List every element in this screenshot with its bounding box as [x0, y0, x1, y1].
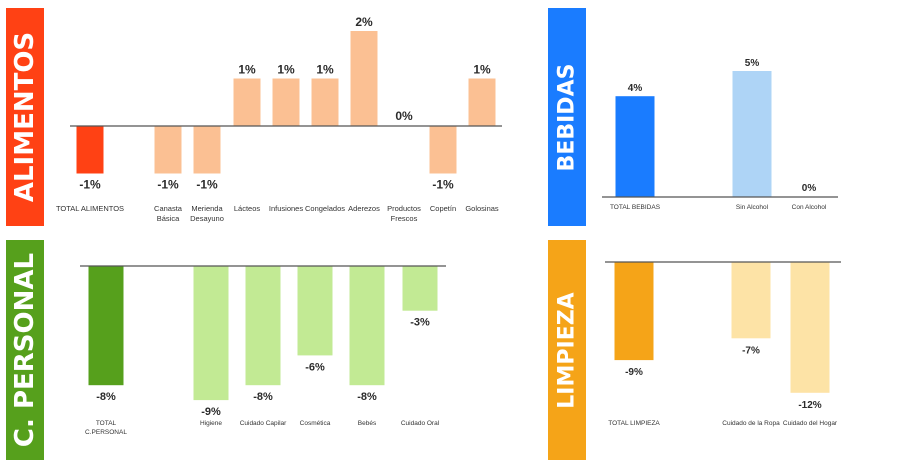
- limpieza-value-label: -12%: [798, 400, 821, 411]
- limpieza-value-label: -7%: [742, 345, 760, 356]
- personal-category-label: Cosmética: [300, 420, 331, 427]
- alimentos-bar: [311, 78, 339, 126]
- alimentos-bar: [154, 126, 182, 174]
- personal-bar: [193, 266, 229, 401]
- alimentos-title-band: ALIMENTOS: [6, 8, 44, 226]
- bebidas-bar-chart: 4% TOTAL BEBIDAS 5% Sin Alcohol 0% Con Alcoho…: [602, 58, 838, 211]
- alimentos-category-label: Congelados: [305, 204, 345, 213]
- personal-value-label: -8%: [253, 391, 273, 403]
- bebidas-value-label: 5%: [745, 58, 760, 69]
- alimentos-bar: [272, 78, 300, 126]
- alimentos-category-label: TOTAL ALIMENTOS: [56, 204, 124, 213]
- limpieza-category-label: Cuidado de la Ropa: [722, 420, 780, 427]
- personal-value-label: -9%: [201, 406, 221, 418]
- limpieza-title-band: LIMPIEZA: [548, 240, 586, 460]
- personal-category-label: Higiene: [200, 420, 222, 427]
- limpieza-value-label: -9%: [625, 367, 643, 378]
- alimentos-category-label: Productos Frescos: [387, 204, 421, 223]
- bebidas-category-label: TOTAL BEBIDAS: [610, 204, 661, 211]
- limpieza-category-label: TOTAL LIMPIEZA: [608, 420, 660, 427]
- personal-value-label: -8%: [357, 391, 377, 403]
- alimentos-value-label: -1%: [157, 178, 179, 192]
- alimentos-value-label: 1%: [238, 63, 256, 77]
- personal-bar: [88, 266, 124, 386]
- alimentos-bar: [429, 126, 457, 174]
- bebidas-bar: [732, 71, 772, 197]
- alimentos-bar: [233, 78, 261, 126]
- alimentos-category-label: Copetín: [430, 204, 456, 213]
- alimentos-value-label: -1%: [432, 178, 454, 192]
- personal-category-label: Cuidado Capilar: [240, 420, 287, 427]
- alimentos-value-label: 0%: [395, 109, 413, 123]
- alimentos-value-label: 1%: [316, 63, 334, 77]
- personal-bar: [349, 266, 385, 386]
- alimentos-value-label: 2%: [355, 15, 373, 29]
- personal-value-label: -8%: [96, 391, 116, 403]
- alimentos-category-label: Merienda Desayuno: [190, 204, 224, 223]
- alimentos-category-label: Canasta Básica: [154, 204, 183, 223]
- alimentos-category-label: Infusiones: [269, 204, 303, 213]
- personal-bar-chart: -8% TOTAL C.PERSONAL -9% Higiene -8% Cuidado C…: [80, 265, 446, 436]
- alimentos-bar-chart: -1% TOTAL ALIMENTOS -1% Canasta Básica -1% Mer…: [56, 15, 502, 223]
- bebidas-category-label: Sin Alcohol: [736, 204, 769, 211]
- alimentos-value-label: -1%: [196, 178, 218, 192]
- alimentos-bar: [193, 126, 221, 174]
- personal-category-label: TOTAL C.PERSONAL: [85, 420, 127, 436]
- alimentos-value-label: 1%: [277, 63, 295, 77]
- alimentos-category-label: Lácteos: [234, 204, 261, 213]
- personal-category-label: Bebés: [358, 420, 377, 427]
- personal-bar: [245, 266, 281, 386]
- limpieza-bar: [614, 262, 654, 361]
- limpieza-bar: [731, 262, 771, 339]
- alimentos-bar: [350, 31, 378, 126]
- personal-value-label: -6%: [305, 361, 325, 373]
- bebidas-title-band: BEBIDAS: [548, 8, 586, 226]
- personal-title-band: C. PERSONAL: [6, 240, 44, 460]
- bebidas-value-label: 4%: [628, 83, 643, 94]
- personal-bar: [402, 266, 438, 311]
- alimentos-bar: [468, 78, 496, 126]
- limpieza-category-label: Cuidado del Hogar: [783, 420, 838, 427]
- alimentos-bar: [76, 126, 104, 174]
- personal-bar: [297, 266, 333, 356]
- bebidas-value-label: 0%: [802, 183, 817, 194]
- personal-category-label: Cuidado Oral: [401, 420, 440, 427]
- alimentos-category-label: Aderezos: [348, 204, 380, 213]
- alimentos-value-label: 1%: [473, 63, 491, 77]
- alimentos-category-label: Golosinas: [465, 204, 499, 213]
- limpieza-bar: [790, 262, 830, 393]
- personal-value-label: -3%: [410, 317, 430, 329]
- bebidas-category-label: Con Alcohol: [792, 204, 827, 211]
- bebidas-bar: [615, 96, 655, 197]
- alimentos-value-label: -1%: [79, 178, 101, 192]
